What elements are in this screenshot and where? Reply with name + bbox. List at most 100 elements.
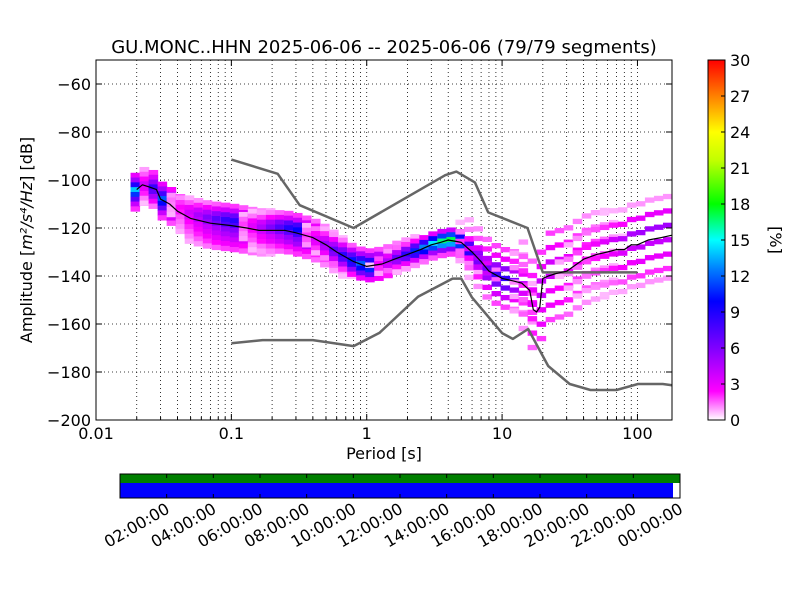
density-cell	[509, 293, 520, 300]
density-cell	[518, 300, 529, 306]
x-tick-label: 0.01	[78, 424, 114, 443]
density-cell	[229, 232, 240, 238]
density-cell	[356, 256, 366, 262]
density-cell	[473, 235, 483, 242]
density-cell	[509, 265, 520, 271]
density-cell	[410, 262, 420, 268]
density-cell	[193, 197, 204, 204]
density-cell	[175, 224, 186, 230]
density-cell	[130, 182, 141, 188]
density-cell	[581, 259, 592, 265]
density-cell	[545, 273, 556, 280]
density-cell	[247, 247, 258, 253]
density-cell	[608, 289, 619, 296]
density-cell	[536, 249, 547, 255]
density-cell	[491, 300, 502, 306]
density-cell	[175, 200, 186, 206]
density-cell	[662, 265, 673, 272]
density-cell	[446, 227, 456, 233]
density-cell	[473, 274, 483, 280]
density-cell	[175, 214, 186, 220]
density-cell	[338, 237, 348, 244]
density-cell	[635, 201, 646, 207]
density-cell	[274, 229, 285, 235]
density-cell	[509, 250, 520, 256]
density-cell	[599, 239, 610, 245]
density-cell	[410, 243, 420, 249]
density-cell	[157, 181, 168, 187]
density-cell	[482, 294, 493, 300]
density-cell	[229, 213, 240, 219]
density-cell	[518, 271, 529, 277]
density-cell	[536, 307, 547, 313]
density-cell	[545, 244, 556, 251]
density-cell	[437, 243, 447, 249]
density-cell	[329, 268, 339, 274]
density-cell	[265, 243, 276, 249]
density-cell	[437, 228, 447, 235]
density-cell	[347, 242, 357, 249]
density-cell	[617, 236, 628, 242]
density-cell	[554, 314, 565, 320]
density-cell	[644, 240, 655, 246]
density-cell	[238, 216, 249, 223]
density-cell	[329, 232, 339, 238]
density-cell	[265, 238, 276, 245]
density-cell	[256, 243, 267, 249]
density-cell	[473, 255, 483, 261]
density-cell	[320, 245, 330, 251]
density-cell	[635, 244, 646, 250]
density-cell	[572, 278, 583, 285]
density-cell	[193, 202, 204, 209]
density-cell	[184, 204, 195, 211]
y-tick-label: −200	[47, 411, 91, 430]
density-cell	[473, 250, 483, 256]
noise-model-low	[231, 277, 673, 392]
density-cell	[175, 228, 186, 235]
density-cell	[320, 262, 330, 268]
density-cell	[455, 219, 465, 225]
density-cell	[392, 269, 402, 275]
density-cell	[256, 234, 267, 240]
density-cell	[157, 186, 168, 192]
density-cell	[410, 248, 420, 254]
density-cell	[401, 241, 411, 248]
density-heatmap	[130, 166, 673, 351]
colorbar-tick-label: 6	[730, 339, 740, 358]
density-cell	[626, 274, 637, 280]
density-cell	[274, 219, 285, 225]
density-cell	[626, 202, 637, 208]
density-cell	[599, 224, 610, 231]
y-axis-label: Amplitude [m²/s⁴/Hz] [dB]	[17, 137, 36, 343]
density-cell	[175, 204, 186, 211]
density-cell	[464, 226, 474, 233]
density-cell	[419, 244, 429, 251]
density-cell	[455, 229, 465, 235]
density-cell	[265, 251, 276, 257]
density-cell	[464, 274, 474, 281]
density-cell	[229, 237, 240, 243]
density-cell	[283, 230, 294, 236]
density-cell	[392, 254, 402, 261]
density-cell	[662, 193, 673, 200]
density-cell	[608, 265, 619, 272]
density-cell	[202, 224, 213, 230]
density-cell	[283, 215, 294, 221]
density-cell	[392, 245, 402, 251]
density-cell	[347, 247, 357, 253]
density-cell	[563, 242, 574, 248]
density-cell	[356, 246, 366, 252]
density-cell	[509, 279, 520, 285]
density-cell	[166, 211, 177, 218]
density-cell	[653, 210, 664, 216]
density-cell	[193, 212, 204, 218]
density-cell	[392, 259, 402, 265]
density-cell	[590, 241, 601, 247]
density-cell	[130, 201, 141, 207]
density-cell	[311, 240, 321, 246]
density-cell	[554, 259, 565, 265]
density-cell	[590, 284, 601, 290]
density-cell	[662, 208, 673, 214]
density-cell	[202, 228, 213, 235]
density-cell	[590, 209, 601, 216]
